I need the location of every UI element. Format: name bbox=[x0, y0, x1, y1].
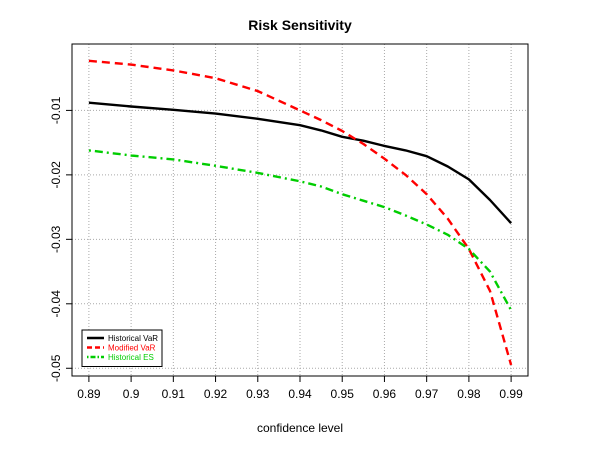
x-tick-label: 0.89 bbox=[77, 387, 101, 401]
series-line-modified-var bbox=[88, 59, 513, 366]
x-tick-label: 0.91 bbox=[162, 387, 186, 401]
x-axis: 0.89 0.9 0.91 0.92 0.93 0.94 0.95 0.96 0.97 0.98 0… bbox=[77, 376, 523, 401]
x-tick-label: 0.9 bbox=[123, 387, 140, 401]
series-line-historical-var bbox=[88, 101, 512, 225]
grid bbox=[72, 44, 528, 376]
x-tick-label: 0.96 bbox=[373, 387, 397, 401]
legend-label: Historical ES bbox=[108, 353, 154, 362]
y-axis: -0.05 -0.04 -0.03 -0.02 -0.01 bbox=[49, 96, 72, 382]
x-tick-label: 0.94 bbox=[288, 387, 312, 401]
y-tick-label: -0.01 bbox=[49, 96, 63, 124]
x-tick-label: 0.98 bbox=[457, 387, 481, 401]
x-tick-label: 0.92 bbox=[204, 387, 228, 401]
series-layer bbox=[88, 59, 513, 366]
y-tick-label: -0.03 bbox=[49, 225, 63, 253]
x-tick-label: 0.99 bbox=[499, 387, 523, 401]
y-tick-label: -0.05 bbox=[49, 354, 63, 382]
chart-title: Risk Sensitivity bbox=[248, 17, 352, 33]
x-tick-label: 0.97 bbox=[415, 387, 439, 401]
legend-label: Historical VaR bbox=[108, 334, 158, 343]
x-axis-label: confidence level bbox=[257, 421, 343, 435]
x-tick-label: 0.93 bbox=[246, 387, 270, 401]
legend-label: Modified VaR bbox=[108, 344, 156, 353]
y-tick-label: -0.02 bbox=[49, 161, 63, 189]
y-tick-label: -0.04 bbox=[49, 290, 63, 318]
x-tick-label: 0.95 bbox=[331, 387, 355, 401]
